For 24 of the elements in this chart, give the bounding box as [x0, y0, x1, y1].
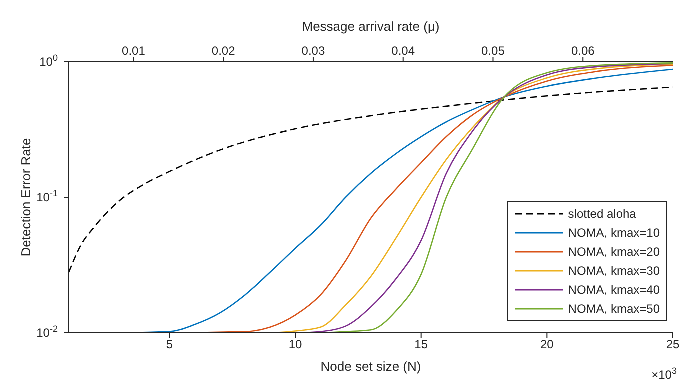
- x-tick-label: 5: [166, 338, 174, 352]
- legend-label: NOMA, kmax=40: [568, 282, 660, 296]
- x2-tick-label: 0.02: [212, 44, 236, 58]
- legend-label: NOMA, kmax=10: [568, 226, 660, 240]
- x2-axis-title: Message arrival rate (μ): [302, 19, 440, 34]
- x-tick-label: 15: [414, 338, 428, 352]
- legend-label: NOMA, kmax=50: [568, 302, 660, 316]
- x-axis-title: Node set size (N): [320, 359, 422, 374]
- x-tick-label: 20: [540, 338, 554, 352]
- x2-tick-label: 0.01: [122, 44, 146, 58]
- y-axis-title: Detection Error Rate: [18, 138, 34, 257]
- x-tick-label: 25: [666, 338, 680, 352]
- x2-tick-label: 0.06: [571, 44, 596, 58]
- x2-tick-label: 0.03: [302, 44, 326, 58]
- text: ×10$^{3}$: [652, 366, 677, 382]
- x2-tick-label: 0.05: [482, 44, 506, 58]
- legend-label: NOMA, kmax=20: [568, 244, 660, 258]
- x2-tick-label: 0.04: [392, 44, 416, 58]
- y-tick-label: 10$^{-1}$: [36, 188, 58, 204]
- legend-label: slotted aloha: [568, 206, 636, 220]
- x-tick-label: 10: [288, 338, 302, 352]
- y-tick-label: 10$^{-2}$: [36, 324, 58, 340]
- y-tick-label: 10$^{0}$: [40, 53, 58, 69]
- legend-label: NOMA, kmax=30: [568, 264, 660, 278]
